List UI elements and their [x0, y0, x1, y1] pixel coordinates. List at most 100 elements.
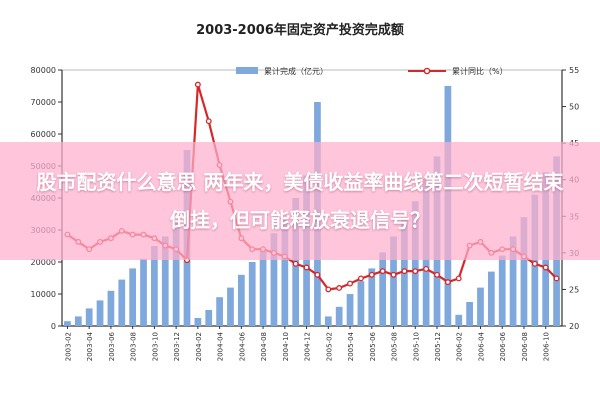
- line-point: [444, 279, 451, 286]
- chart-title: 2003-2006年固定资产投资完成额: [196, 22, 404, 38]
- line-point: [336, 285, 343, 291]
- x-tick-label: 2006-08: [521, 332, 529, 361]
- headline-text: 股市配资什么意思 两年来，美债收益率曲线第二次短暂结束倒挂，但可能释放衰退信号？: [36, 170, 564, 232]
- x-tick-label: 2003-06: [108, 331, 116, 361]
- legend-line-label: 累计同比（%）: [452, 66, 508, 76]
- x-tick-label: 2003-10: [151, 332, 159, 361]
- right-y-tick-label: 20: [569, 322, 579, 331]
- line-point: [412, 268, 419, 275]
- line-point: [401, 268, 408, 275]
- x-tick-label: 2006-04: [477, 331, 485, 361]
- x-tick-label: 2005-12: [434, 332, 442, 361]
- bar: [487, 271, 495, 326]
- x-tick-label: 2006-10: [543, 332, 551, 361]
- bar: [390, 236, 397, 326]
- bar: [227, 287, 234, 326]
- x-tick-label: 2005-02: [325, 332, 333, 361]
- x-tick-label: 2003-08: [130, 332, 138, 361]
- x-tick-label: 2003-02: [64, 332, 72, 361]
- right-y-tick-label: 55: [569, 66, 579, 75]
- left-y-tick-label: 80000: [31, 66, 56, 75]
- x-tick-label: 2003-04: [86, 331, 94, 361]
- bar: [248, 262, 256, 326]
- x-tick-label: 2004-10: [282, 332, 290, 361]
- bar: [151, 246, 158, 326]
- line-point: [205, 118, 212, 125]
- x-tick-label: 2004-08: [260, 332, 268, 361]
- legend: 累计完成（亿元） 累计同比（%）: [236, 66, 508, 76]
- bar: [85, 308, 93, 326]
- x-tick-label: 2004-12: [304, 332, 312, 361]
- bar: [140, 258, 147, 326]
- bar: [270, 233, 278, 326]
- bar: [466, 302, 473, 326]
- bar: [531, 194, 539, 326]
- bar: [216, 297, 223, 326]
- line-point: [194, 81, 201, 88]
- bar: [281, 217, 289, 326]
- bar: [455, 314, 463, 326]
- bar: [259, 249, 267, 326]
- bar: [379, 252, 387, 326]
- x-tick-label: 2004-06: [238, 331, 246, 361]
- x-tick-label: 2004-02: [195, 332, 203, 361]
- line-point: [434, 271, 440, 278]
- bar: [411, 201, 419, 326]
- bar: [107, 290, 115, 326]
- bar: [477, 287, 484, 326]
- left-y-tick-label: 0: [51, 322, 56, 331]
- bar: [335, 306, 343, 326]
- line-point: [542, 264, 549, 271]
- line-point: [553, 275, 560, 282]
- line-point: [357, 275, 364, 282]
- bar: [357, 281, 365, 326]
- line-point: [303, 264, 310, 271]
- bar: [509, 236, 517, 326]
- bar: [324, 316, 332, 326]
- line-point: [379, 268, 386, 275]
- bar: [520, 217, 528, 326]
- x-ticks: 2003-02 2003-04 2003-06 2003-08 2003-10 2003-…: [64, 326, 551, 361]
- left-y-tick-label: 20000: [31, 258, 56, 267]
- line-point: [292, 260, 299, 267]
- line-point: [423, 265, 430, 272]
- left-y-tick-label: 10000: [31, 290, 56, 299]
- bar: [194, 318, 202, 326]
- bar: [161, 236, 169, 326]
- x-tick-label: 2005-06: [369, 331, 377, 361]
- line-point: [531, 260, 538, 267]
- bar: [498, 255, 506, 326]
- x-tick-label: 2003-12: [173, 332, 181, 361]
- left-y-tick-label: 60000: [31, 130, 56, 139]
- line-point: [455, 275, 462, 282]
- legend-line-marker: [423, 67, 431, 75]
- line-point: [368, 271, 375, 278]
- x-tick-label: 2005-08: [391, 332, 399, 361]
- line-point: [325, 286, 332, 293]
- bar: [96, 300, 104, 326]
- left-y-tick-label: 70000: [31, 98, 56, 107]
- line-point: [314, 271, 321, 278]
- bar: [237, 274, 245, 326]
- bar: [346, 294, 354, 326]
- bar: [118, 279, 126, 326]
- x-tick-label: 2005-04: [347, 331, 355, 361]
- x-tick-label: 2004-04: [217, 331, 225, 361]
- bar: [74, 316, 82, 326]
- right-y-tick-label: 50: [569, 103, 579, 112]
- x-tick-label: 2006-02: [456, 332, 464, 361]
- bar: [368, 268, 376, 326]
- line-point: [347, 280, 353, 287]
- bar: [172, 220, 180, 326]
- legend-bar-label: 累计完成（亿元）: [264, 66, 328, 76]
- x-tick-label: 2005-10: [412, 332, 420, 361]
- line-point: [390, 271, 397, 278]
- right-y-tick-label: 25: [569, 285, 579, 294]
- headline-banner: 股市配资什么意思 两年来，美债收益率曲线第二次短暂结束倒挂，但可能释放衰退信号？: [0, 142, 600, 260]
- bar: [129, 268, 137, 326]
- legend-bar-swatch: [236, 67, 258, 74]
- bar: [205, 310, 213, 326]
- bar: [64, 321, 71, 326]
- x-tick-label: 2006-06: [499, 331, 507, 361]
